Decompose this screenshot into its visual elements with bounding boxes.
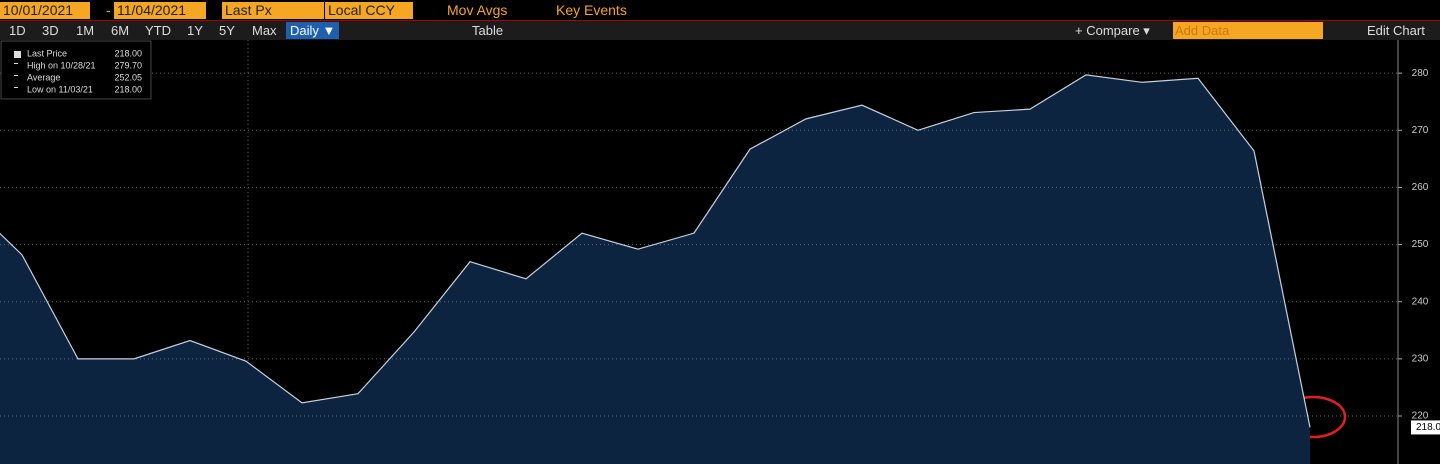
y-tick-label: 270 [1412,125,1429,136]
legend-value: 279.70 [114,60,142,70]
dash: - [106,2,111,18]
field[interactable]: Last Px [222,2,324,19]
range-button[interactable]: 1D [9,23,26,38]
legend-icon [14,63,18,64]
legend-label: Last Price [27,48,67,58]
legend-label: High on 10/28/21 [27,60,96,70]
add-data[interactable]: Add Data [1173,22,1323,39]
last-tag: 218.00 [1416,422,1440,433]
y-tick-label: 280 [1412,68,1429,79]
key-events[interactable]: Key Events [556,2,627,18]
period-select[interactable]: Daily ▼ [286,22,340,39]
table-button[interactable]: Table [472,23,504,38]
edit-chart[interactable]: Edit Chart [1367,23,1425,38]
y-tick-label: 250 [1412,239,1429,250]
legend-icon [14,51,21,58]
area [0,74,1310,464]
last-tag-bg [1411,420,1440,435]
start-date[interactable]: 10/01/2021 [0,2,90,19]
legend-icon [14,87,18,88]
compare-button[interactable]: + Compare ▾ [1075,23,1150,38]
legend-box [0,40,152,100]
y-tick-label: 230 [1412,353,1429,364]
range-button[interactable]: 5Y [219,23,235,38]
nav-bar: 1D 3D 1M 6M YTD 1Y 5Y Max Daily ▼ Table + Compare … [0,21,1440,40]
legend-icon [14,75,18,76]
end-date[interactable]: 11/04/2021 [114,2,206,19]
toolbar: 10/01/2021 - 11/04/2021 Last Px Local CC… [0,0,1440,21]
legend-value: 218.00 [114,48,142,58]
mov-avgs[interactable]: Mov Avgs [447,2,508,18]
price-line [0,74,1311,428]
currency[interactable]: Local CCY [325,2,413,19]
range-button[interactable]: 3D [42,23,59,38]
legend-value: 252.05 [114,72,142,82]
legend-label: Low on 11/03/21 [27,84,93,94]
y-tick-label: 220 [1412,411,1429,422]
legend-label: Average [27,72,60,82]
range-button[interactable]: 1M [76,23,95,38]
range-button[interactable]: Max [252,23,277,38]
range-button[interactable]: 6M [111,23,130,38]
y-tick-label: 260 [1412,182,1429,193]
range-button[interactable]: YTD [145,23,171,38]
legend-value: 218.00 [114,84,142,94]
y-tick-label: 240 [1412,296,1429,307]
chart: 220 230 240 250 260 270 280 218.00 Last Price 218… [0,40,1440,464]
range-button[interactable]: 1Y [187,23,203,38]
